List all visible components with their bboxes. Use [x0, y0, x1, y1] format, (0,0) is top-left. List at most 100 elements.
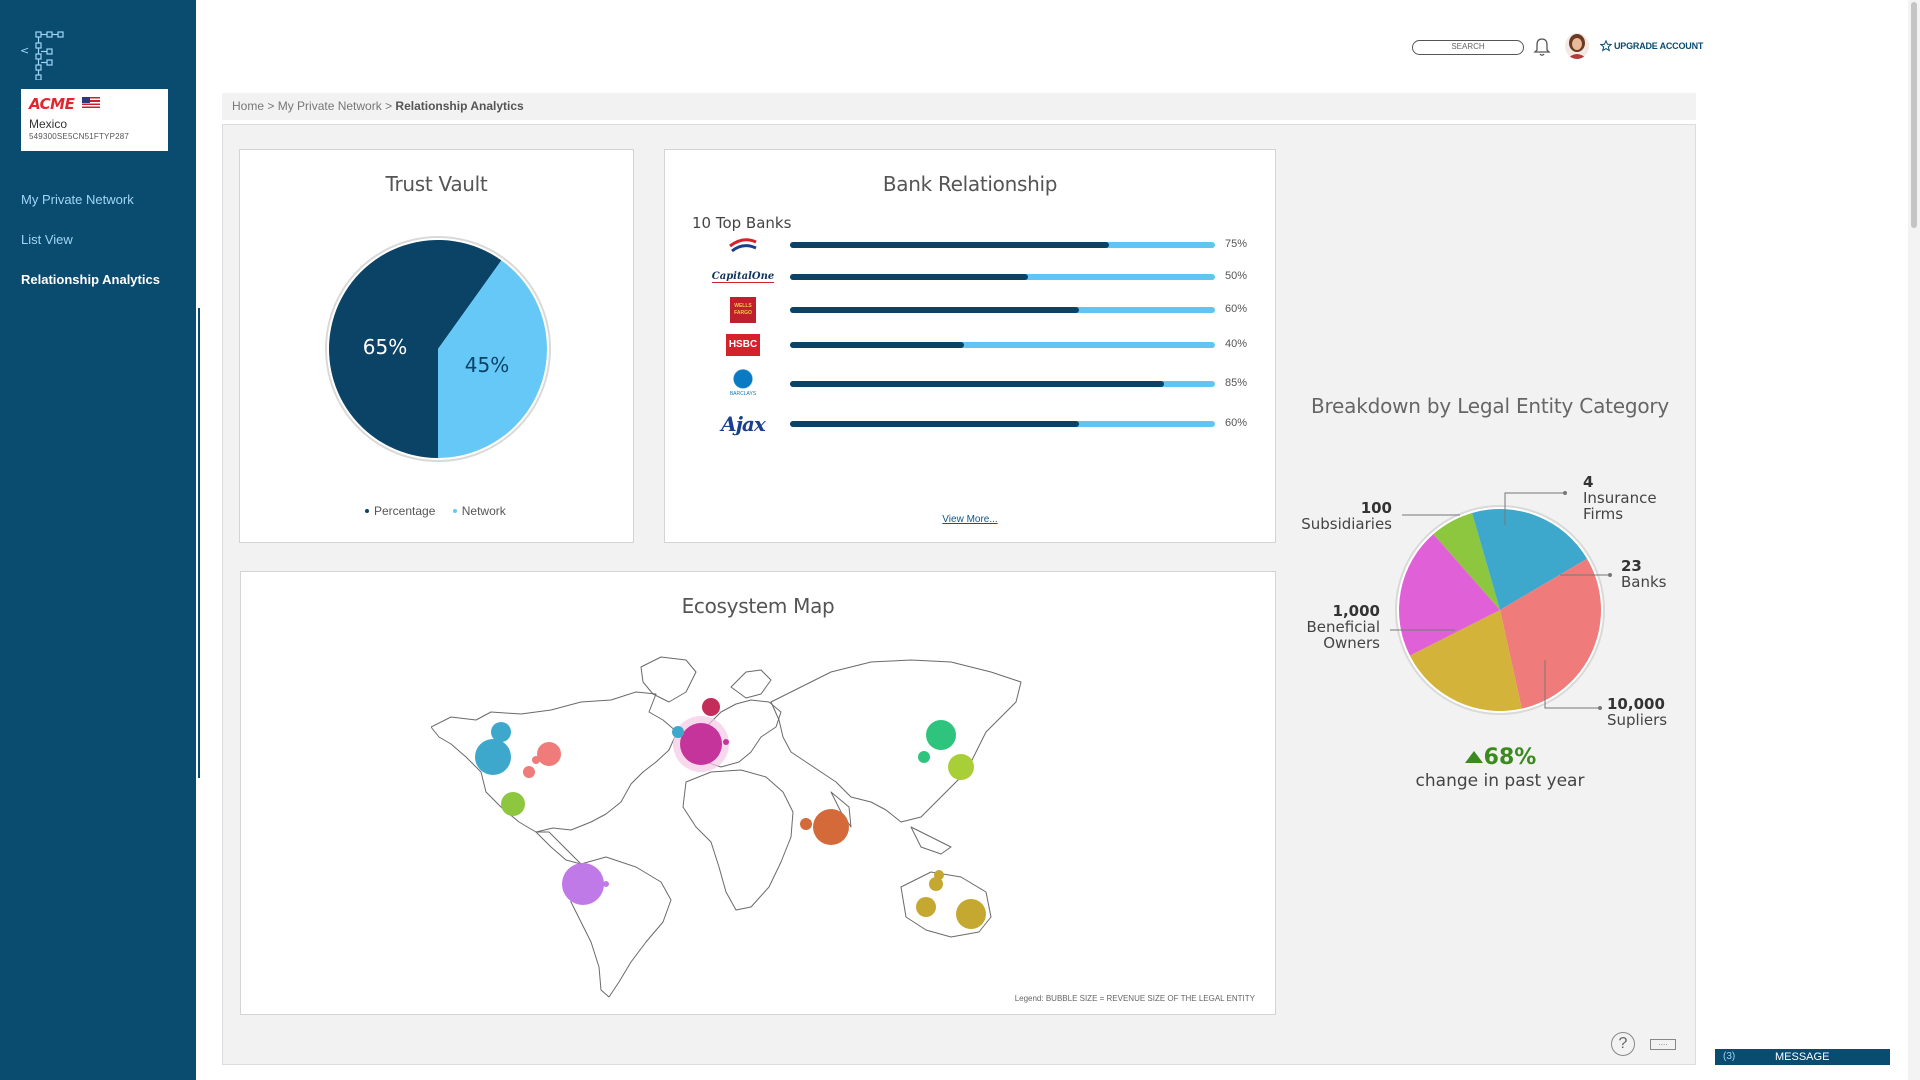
label-subsidiaries: 100 Subsidiaries [1301, 499, 1392, 533]
capital-one-logo-icon: CapitalOne [711, 271, 775, 283]
ecosystem-map-title: Ecosystem Map [681, 594, 835, 618]
main-panel: Trust Vault 65% 45% Percentage Network B… [222, 124, 1696, 1065]
bar-track [790, 274, 1215, 280]
svg-text:<: < [20, 44, 29, 57]
hsbc-logo-icon: HSBC [703, 330, 783, 360]
breadcrumb-home[interactable]: Home [232, 99, 265, 113]
bank-relationship-card: Bank Relationship 10 Top Banks 75% Capita… [664, 149, 1276, 543]
map-bubble [532, 756, 540, 764]
bank-row-wells-fargo[interactable]: WELLS FARGO 60% [665, 295, 1277, 325]
trust-vault-title: Trust Vault [385, 172, 488, 196]
label-beneficial-owners: 1,000 Beneficial Owners [1306, 602, 1380, 652]
legend-network: Network [461, 504, 506, 518]
pie-slice-beneficial-owners[interactable] [1409, 610, 1522, 711]
bank-relationship-title: Bank Relationship [882, 172, 1058, 196]
org-country: Mexico [29, 117, 68, 131]
label-banks: 23 Banks [1621, 557, 1667, 591]
upgrade-account-link[interactable]: UPGRADE ACCOUNT [1600, 40, 1703, 52]
map-bubble [702, 698, 720, 716]
map-bubble [934, 870, 944, 880]
org-brand-logo: ACME [29, 95, 75, 113]
map-bubble [918, 751, 930, 763]
chat-minimized-icon[interactable]: .... [1650, 1039, 1676, 1050]
search-input[interactable]: SEARCH [1412, 40, 1524, 55]
bank-subtitle: 10 Top Banks [692, 214, 792, 232]
trust-vault-legend: Percentage Network [365, 504, 506, 518]
legend-dot-network [452, 509, 457, 513]
org-id: 549300SE5CN51FTYP287 [29, 132, 130, 141]
network-logo-icon[interactable]: < [20, 30, 80, 80]
page-scrollbar[interactable] [1908, 0, 1920, 1080]
trust-vault-card: Trust Vault 65% 45% Percentage Network [239, 149, 634, 543]
message-label: MESSAGE [1775, 1051, 1830, 1063]
pie-slice-supliers[interactable] [1500, 558, 1602, 709]
upgrade-account-label: UPGRADE ACCOUNT [1614, 41, 1704, 51]
bank-row-barclays[interactable]: BARCLAYS 85% [665, 367, 1277, 401]
world-map[interactable] [431, 632, 1031, 1002]
ajax-logo-icon: Ajax [721, 412, 766, 436]
avatar[interactable] [1565, 33, 1589, 59]
map-bubble [562, 863, 604, 905]
sidebar-nav: My Private Network List View Relationshi… [21, 190, 160, 310]
bar-track [790, 307, 1215, 313]
legend-dot-percentage [365, 509, 369, 513]
sidebar-scroll-indicator[interactable] [198, 308, 200, 778]
bell-icon[interactable] [1533, 37, 1551, 57]
trust-vault-pie[interactable]: 65% 45% [323, 234, 553, 464]
label-suppliers: 10,000 Supliers [1607, 695, 1668, 729]
bank-row-hsbc[interactable]: HSBC 40% [665, 330, 1277, 360]
breakdown-pie[interactable] [1395, 505, 1605, 715]
breakdown-title: Breakdown by Legal Entity Category [1310, 394, 1670, 418]
bar-fill [790, 307, 1079, 313]
wells-fargo-logo-icon: WELLS FARGO [703, 295, 783, 325]
breadcrumb-current: Relationship Analytics [395, 99, 524, 113]
map-bubble [948, 754, 974, 780]
bar-pct-label: 85% [1225, 377, 1248, 389]
bar-fill [790, 421, 1079, 427]
message-bar[interactable]: (3) MESSAGE [1715, 1049, 1890, 1065]
breakdown-leader-lines [1390, 491, 1612, 710]
map-bubble [926, 720, 956, 750]
breadcrumb-my-private-network[interactable]: My Private Network [277, 99, 382, 113]
pie-slice-banks[interactable] [1472, 509, 1588, 610]
bar-track [790, 242, 1215, 248]
map-bubble [916, 897, 936, 917]
change-value: 68% [1400, 745, 1600, 770]
map-bubble [501, 792, 525, 816]
bar-track [790, 421, 1215, 427]
map-bubble [956, 899, 986, 929]
bank-row-ajax[interactable]: Ajax 60% [665, 409, 1277, 439]
map-bubble [813, 809, 849, 845]
map-africa [682, 769, 794, 911]
bar-fill [790, 242, 1109, 248]
label-insurance-firms: 4 Insurance Firms [1583, 473, 1657, 523]
ecosystem-map-card: Ecosystem Map [240, 571, 1276, 1015]
map-bubble [491, 722, 511, 742]
pie-slice-subsidiaries[interactable] [1399, 534, 1500, 656]
sidebar-item-my-private-network[interactable]: My Private Network [21, 192, 134, 207]
bank-row-capital-one[interactable]: CapitalOne 50% [665, 262, 1277, 292]
map-bubble [800, 818, 812, 830]
scrollbar-thumb[interactable] [1911, 2, 1917, 228]
map-asia [770, 659, 1022, 823]
bar-pct-label: 60% [1225, 417, 1248, 429]
star-icon [1600, 40, 1612, 52]
sidebar-item-list-view[interactable]: List View [21, 232, 73, 247]
bank-row-bank-of-america[interactable]: 75% [665, 230, 1277, 260]
up-triangle-icon [1464, 751, 1483, 763]
map-australia [900, 871, 992, 938]
org-card[interactable]: ACME Mexico 549300SE5CN51FTYP287 [21, 89, 168, 151]
bar-pct-label: 40% [1225, 338, 1248, 350]
help-button[interactable]: ? [1611, 1032, 1635, 1056]
bar-fill [790, 342, 965, 348]
map-legend: Legend: BUBBLE SIZE = REVENUE SIZE OF TH… [1014, 994, 1255, 1003]
message-count: (3) [1723, 1051, 1736, 1062]
map-bubble [672, 726, 684, 738]
pie-slice-insurance-firms[interactable] [1433, 512, 1500, 610]
bar-track [790, 381, 1215, 387]
view-more-link[interactable]: View More... [942, 514, 998, 525]
bar-pct-label: 75% [1225, 238, 1248, 250]
legend-percentage: Percentage [374, 504, 436, 518]
map-south-america [568, 856, 672, 998]
sidebar-item-relationship-analytics[interactable]: Relationship Analytics [21, 272, 160, 287]
